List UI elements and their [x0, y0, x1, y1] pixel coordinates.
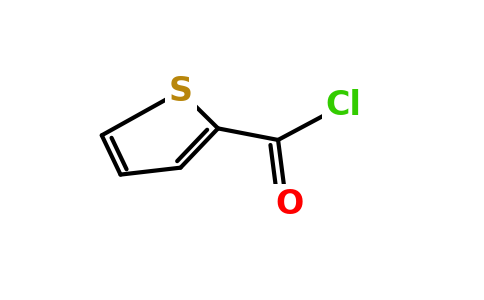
Text: O: O: [275, 188, 303, 221]
Text: S: S: [168, 75, 193, 108]
Text: Cl: Cl: [326, 89, 362, 122]
